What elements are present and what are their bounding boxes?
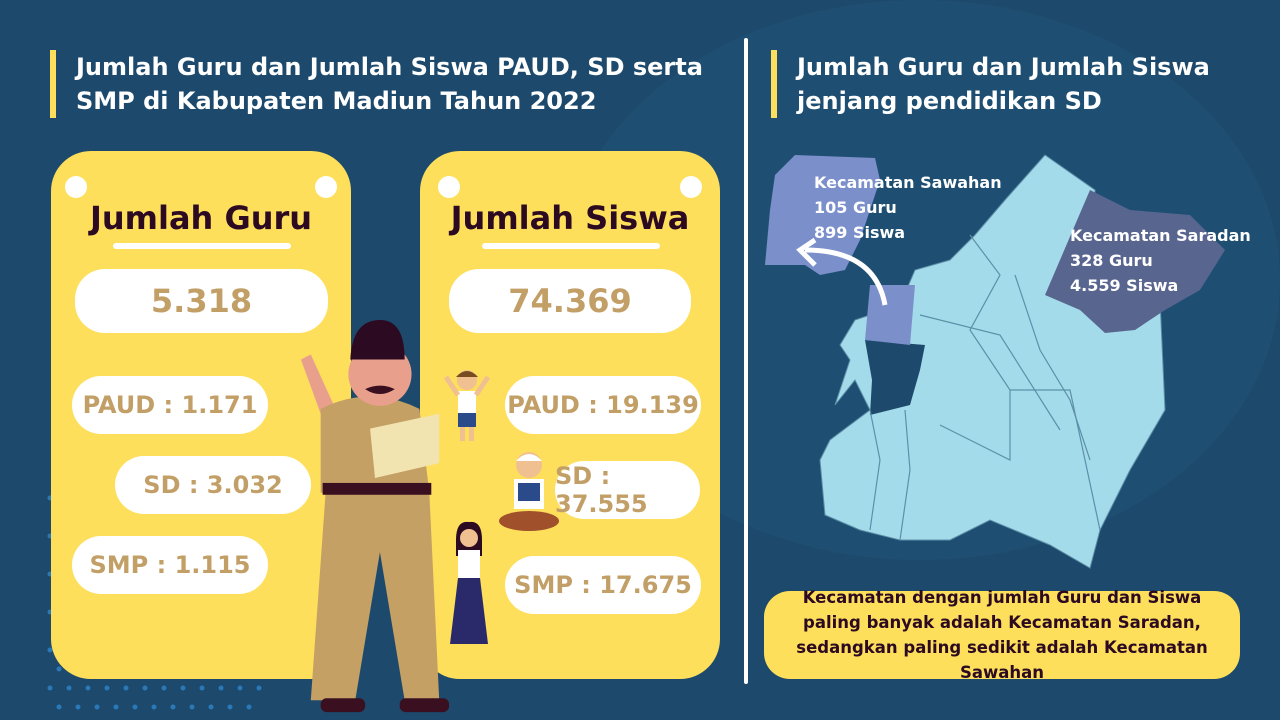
decoration-dot bbox=[94, 704, 100, 710]
guru-total: 5.318 bbox=[75, 269, 328, 333]
conclusion-note: Kecamatan dengan jumlah Guru dan Siswa p… bbox=[764, 588, 1240, 682]
arrow-icon bbox=[804, 247, 888, 306]
decoration-dot bbox=[85, 685, 91, 691]
siswa-card-title: Jumlah Siswa bbox=[450, 199, 690, 237]
siswa-smp: SMP : 17.675 bbox=[505, 556, 701, 614]
decoration-dot bbox=[246, 704, 252, 710]
student-reading-icon bbox=[499, 452, 559, 531]
decoration-dot bbox=[47, 685, 53, 691]
title-underline bbox=[482, 243, 660, 249]
divider bbox=[744, 38, 748, 684]
teacher-illustration bbox=[300, 319, 450, 713]
decoration-dot bbox=[237, 685, 243, 691]
student-girl-icon bbox=[450, 521, 488, 644]
guru-sd: SD : 3.032 bbox=[115, 456, 311, 514]
decoration-dot bbox=[104, 685, 110, 691]
decoration-dot bbox=[199, 685, 205, 691]
guru-paud: PAUD : 1.171 bbox=[72, 376, 268, 434]
right-title: Jumlah Guru dan Jumlah Siswa jenjang pen… bbox=[771, 50, 1221, 118]
sawahan-siswa: 899 Siswa bbox=[814, 223, 906, 242]
guru-smp: SMP : 1.115 bbox=[72, 536, 268, 594]
decoration-dot bbox=[56, 704, 62, 710]
decoration-dot bbox=[75, 704, 81, 710]
decoration-dot bbox=[113, 704, 119, 710]
decoration-dot bbox=[170, 704, 176, 710]
district-map bbox=[765, 154, 1225, 569]
map-region-hole bbox=[865, 340, 925, 415]
left-title: Jumlah Guru dan Jumlah Siswa PAUD, SD se… bbox=[50, 50, 710, 118]
map-borders bbox=[869, 234, 1101, 541]
decoration-dot bbox=[218, 685, 224, 691]
decoration-dot bbox=[151, 704, 157, 710]
decoration-dot bbox=[189, 704, 195, 710]
saradan-label: Kecamatan Saradan 328 Guru 4.559 Siswa bbox=[1070, 223, 1251, 298]
saradan-name: Kecamatan Saradan bbox=[1070, 226, 1251, 245]
guru-card-title: Jumlah Guru bbox=[89, 199, 313, 237]
arrow-head-icon bbox=[796, 237, 817, 267]
card-hole bbox=[65, 176, 87, 198]
sawahan-name: Kecamatan Sawahan bbox=[814, 173, 1002, 192]
sawahan-guru: 105 Guru bbox=[814, 198, 897, 217]
decoration-dot bbox=[180, 685, 186, 691]
map-region-sawahan-zoom bbox=[765, 155, 880, 275]
map-region-sawahan-inset bbox=[865, 285, 915, 345]
card-hole bbox=[315, 176, 337, 198]
guru-card: Jumlah Guru 5.318 PAUD : 1.171 SD : 3.03… bbox=[51, 151, 351, 679]
decoration-dot bbox=[227, 704, 233, 710]
decoration-dot bbox=[66, 685, 72, 691]
card-hole bbox=[680, 176, 702, 198]
decoration-dot bbox=[256, 685, 262, 691]
saradan-siswa: 4.559 Siswa bbox=[1070, 276, 1179, 295]
saradan-guru: 328 Guru bbox=[1070, 251, 1153, 270]
decoration-dot bbox=[161, 685, 167, 691]
title-underline bbox=[113, 243, 291, 249]
siswa-total: 74.369 bbox=[449, 269, 691, 333]
map-region-saradan bbox=[1045, 190, 1225, 333]
card-hole bbox=[438, 176, 460, 198]
decoration-dot bbox=[132, 704, 138, 710]
siswa-paud: PAUD : 19.139 bbox=[505, 376, 701, 434]
decoration-dot bbox=[56, 666, 62, 672]
sawahan-label: Kecamatan Sawahan 105 Guru 899 Siswa bbox=[814, 170, 1002, 245]
student-boy-icon bbox=[443, 370, 491, 441]
decoration-dot bbox=[123, 685, 129, 691]
siswa-sd: SD : 37.555 bbox=[555, 461, 700, 519]
decoration-dot bbox=[142, 685, 148, 691]
decoration-dot bbox=[208, 704, 214, 710]
